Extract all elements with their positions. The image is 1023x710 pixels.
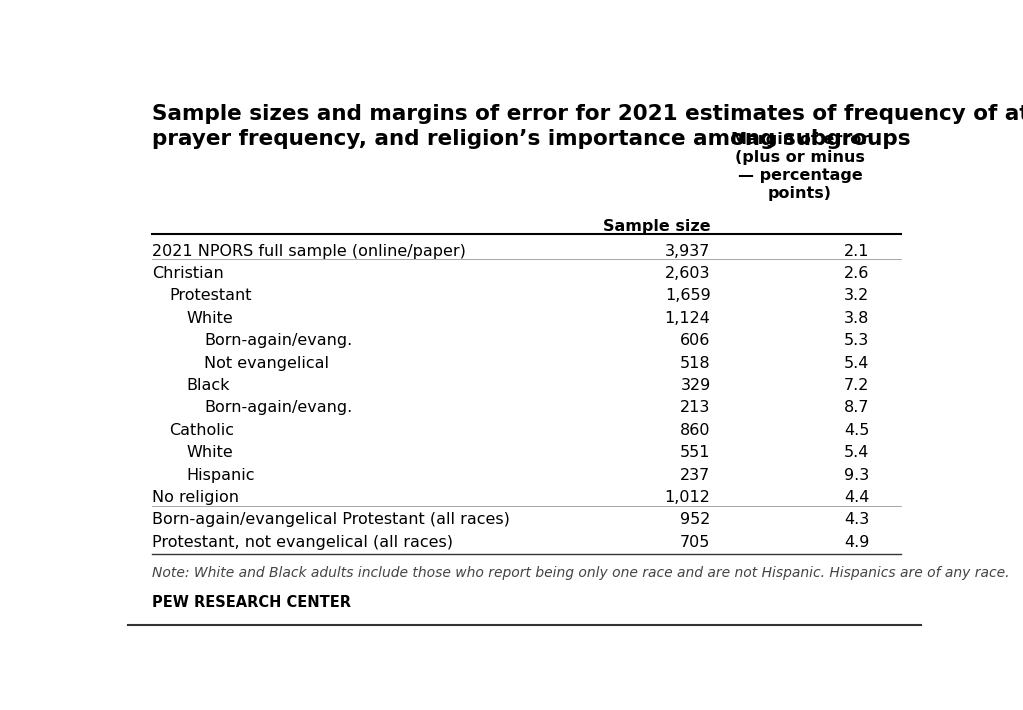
Text: Margin of error
(plus or minus
— percentage
points): Margin of error (plus or minus — percent… bbox=[730, 132, 870, 201]
Text: 551: 551 bbox=[680, 445, 711, 460]
Text: Protestant, not evangelical (all races): Protestant, not evangelical (all races) bbox=[151, 535, 452, 550]
Text: 3.2: 3.2 bbox=[844, 288, 870, 303]
Text: White: White bbox=[186, 445, 233, 460]
Text: Hispanic: Hispanic bbox=[186, 468, 255, 483]
Text: Catholic: Catholic bbox=[169, 423, 234, 438]
Text: 9.3: 9.3 bbox=[844, 468, 870, 483]
Text: 4.5: 4.5 bbox=[844, 423, 870, 438]
Text: 213: 213 bbox=[680, 400, 711, 415]
Text: 237: 237 bbox=[680, 468, 711, 483]
Text: 2.1: 2.1 bbox=[844, 244, 870, 258]
Text: Born-again/evangelical Protestant (all races): Born-again/evangelical Protestant (all r… bbox=[151, 513, 509, 528]
Text: 705: 705 bbox=[680, 535, 711, 550]
Text: 2021 NPORS full sample (online/paper): 2021 NPORS full sample (online/paper) bbox=[151, 244, 465, 258]
Text: No religion: No religion bbox=[151, 490, 238, 505]
Text: Sample sizes and margins of error for 2021 estimates of frequency of attendance,: Sample sizes and margins of error for 20… bbox=[151, 104, 1023, 149]
Text: 3.8: 3.8 bbox=[844, 311, 870, 326]
Text: 7.2: 7.2 bbox=[844, 378, 870, 393]
Text: 5.4: 5.4 bbox=[844, 445, 870, 460]
Text: 606: 606 bbox=[680, 333, 711, 348]
Text: Christian: Christian bbox=[151, 266, 223, 281]
Text: Sample size: Sample size bbox=[603, 219, 711, 234]
Text: Born-again/evang.: Born-again/evang. bbox=[204, 400, 352, 415]
Text: 329: 329 bbox=[680, 378, 711, 393]
Text: Protestant: Protestant bbox=[169, 288, 252, 303]
Text: White: White bbox=[186, 311, 233, 326]
Text: 5.4: 5.4 bbox=[844, 356, 870, 371]
Text: 4.9: 4.9 bbox=[844, 535, 870, 550]
Text: 5.3: 5.3 bbox=[844, 333, 870, 348]
Text: 8.7: 8.7 bbox=[844, 400, 870, 415]
Text: Black: Black bbox=[186, 378, 230, 393]
Text: 3,937: 3,937 bbox=[665, 244, 711, 258]
Text: Born-again/evang.: Born-again/evang. bbox=[204, 333, 352, 348]
Text: 1,659: 1,659 bbox=[665, 288, 711, 303]
Text: 518: 518 bbox=[680, 356, 711, 371]
Text: 952: 952 bbox=[680, 513, 711, 528]
Text: 1,124: 1,124 bbox=[665, 311, 711, 326]
Text: 860: 860 bbox=[680, 423, 711, 438]
Text: 1,012: 1,012 bbox=[665, 490, 711, 505]
Text: PEW RESEARCH CENTER: PEW RESEARCH CENTER bbox=[151, 594, 351, 609]
Text: 2.6: 2.6 bbox=[844, 266, 870, 281]
Text: 4.3: 4.3 bbox=[844, 513, 870, 528]
Text: Note: White and Black adults include those who report being only one race and ar: Note: White and Black adults include tho… bbox=[151, 566, 1009, 580]
Text: 2,603: 2,603 bbox=[665, 266, 711, 281]
Text: Not evangelical: Not evangelical bbox=[204, 356, 329, 371]
Text: 4.4: 4.4 bbox=[844, 490, 870, 505]
